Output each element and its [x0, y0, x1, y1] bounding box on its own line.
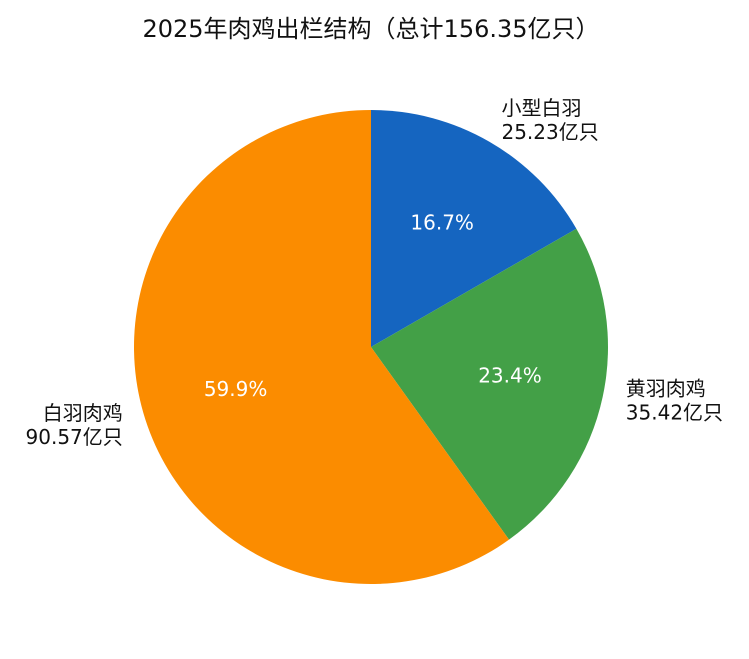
category-label: 小型白羽: [501, 96, 581, 120]
percent-label: 23.4%: [478, 364, 542, 388]
value-label: 35.42亿只: [626, 401, 723, 425]
percent-label: 59.9%: [204, 377, 268, 401]
value-label: 90.57亿只: [26, 425, 123, 449]
value-label: 25.23亿只: [501, 120, 598, 144]
chart-title: 2025年肉鸡出栏结构（总计156.35亿只）: [142, 15, 599, 43]
category-label: 白羽肉鸡: [43, 401, 123, 425]
category-label: 黄羽肉鸡: [626, 377, 706, 401]
pie-slice: [371, 228, 608, 540]
pie-slice: [133, 110, 510, 584]
percent-label: 16.7%: [410, 210, 474, 234]
pie-slice: [371, 110, 577, 347]
